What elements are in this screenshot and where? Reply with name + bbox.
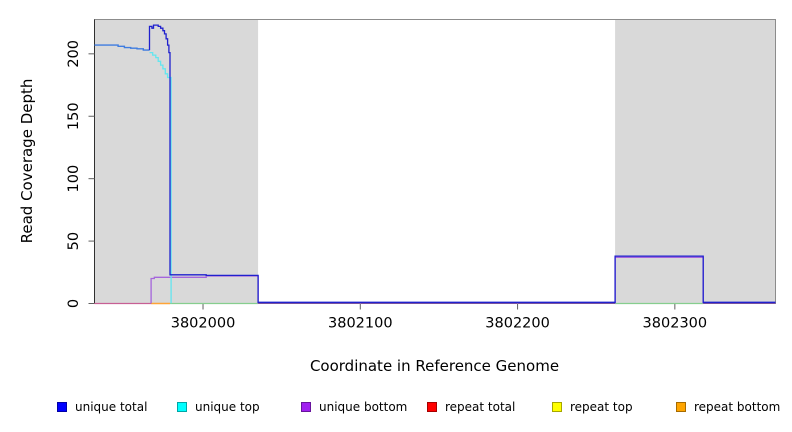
legend-label: repeat top	[570, 400, 633, 414]
legend-item-repeat-top: repeat top	[552, 399, 633, 415]
legend-label: unique total	[75, 400, 148, 414]
y-axis-title: Read Coverage Depth	[18, 78, 36, 244]
legend-label: unique bottom	[319, 400, 408, 414]
legend-swatch-icon	[301, 402, 311, 412]
series-unique-top	[149, 51, 172, 304]
legend-item-unique-bottom: unique bottom	[301, 399, 407, 415]
plot-area: 3802000 3802100 3802200 3802300 0 50 100 150 200	[66, 19, 776, 332]
y-tick-label: 100	[66, 165, 82, 193]
legend: unique total unique top unique bottom repea…	[0, 399, 792, 417]
legend-item-unique-top: unique top	[177, 399, 260, 415]
x-tick-label: 3802100	[328, 316, 393, 332]
series-unique-total-left-overlap	[94, 44, 150, 51]
y-tick-label: 50	[66, 232, 82, 250]
x-tick-label: 3802000	[171, 316, 236, 332]
series-unique-total	[148, 24, 776, 303]
legend-swatch-icon	[552, 402, 562, 412]
legend-item-repeat-bottom: repeat bottom	[676, 399, 780, 415]
y-tick-label: 200	[66, 40, 82, 68]
y-tick-label: 0	[66, 299, 82, 308]
y-tick-label: 150	[66, 102, 82, 130]
legend-label: repeat total	[445, 400, 516, 414]
x-tick-label: 3802200	[485, 316, 550, 332]
shaded-region	[94, 19, 259, 304]
legend-swatch-icon	[177, 402, 187, 412]
legend-item-repeat-total: repeat total	[427, 399, 515, 415]
shaded-region	[615, 19, 776, 304]
legend-swatch-icon	[57, 402, 67, 412]
x-tick-label: 3802300	[643, 316, 708, 332]
legend-swatch-icon	[427, 402, 437, 412]
legend-label: repeat bottom	[694, 400, 781, 414]
legend-swatch-icon	[676, 402, 686, 412]
legend-item-unique-total: unique total	[57, 399, 147, 415]
x-axis-title: Coordinate in Reference Genome	[309, 357, 560, 375]
legend-label: unique top	[195, 400, 260, 414]
